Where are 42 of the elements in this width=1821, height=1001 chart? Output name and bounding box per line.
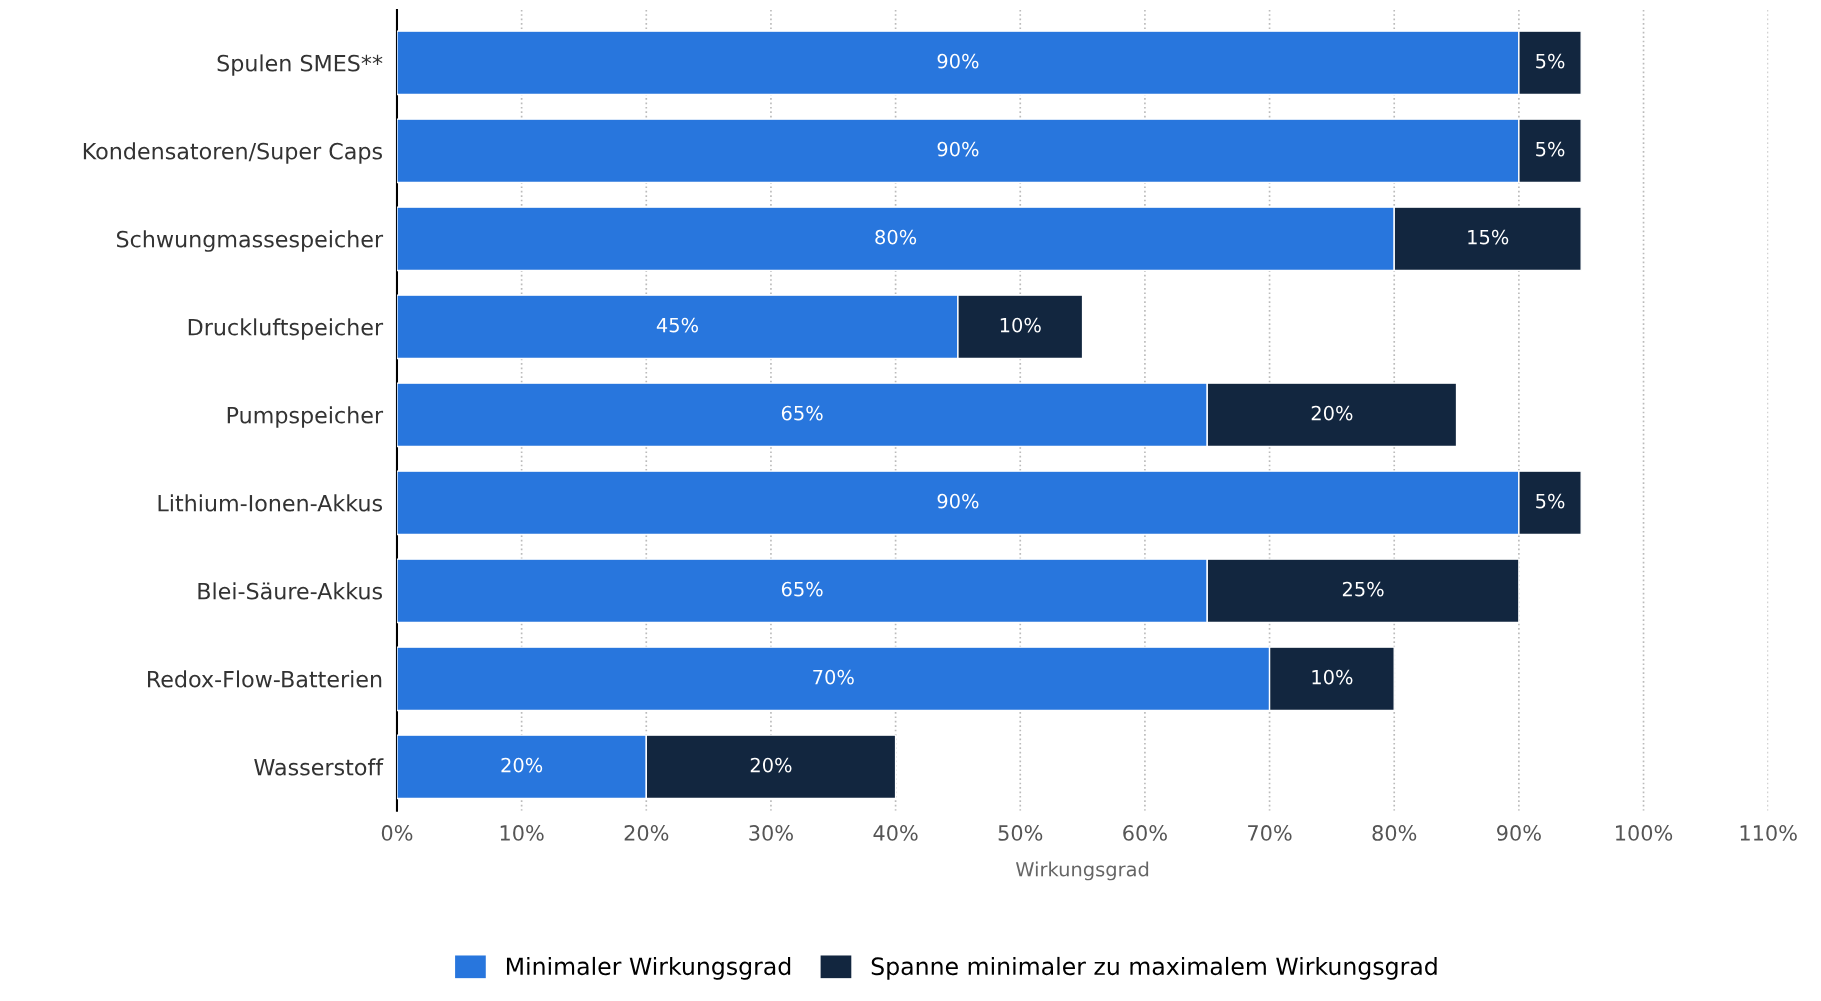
data-label: 90% — [937, 53, 979, 69]
legend-label: Spanne minimaler zu maximalem Wirkungsgrad — [871, 956, 1437, 980]
y-tick-label: Spulen SMES** — [217, 54, 383, 76]
data-label: 70% — [813, 669, 854, 685]
y-tick-label: Blei-Säure-Akkus — [198, 582, 383, 600]
data-label: 15% — [1468, 229, 1509, 245]
x-tick-label: 30% — [749, 825, 793, 841]
y-tick-label: Kondensatoren/Super Caps — [83, 142, 382, 164]
data-label: 5% — [1536, 493, 1565, 509]
x-tick-label: 40% — [873, 825, 918, 841]
y-tick-label: Redox-Flow-Batterien — [148, 670, 382, 688]
data-label: 10% — [1312, 669, 1353, 685]
x-tick-label: 90% — [1497, 825, 1541, 841]
data-label: 25% — [1342, 581, 1384, 597]
x-tick-label: 10% — [500, 825, 544, 841]
data-label: 45% — [656, 317, 698, 333]
y-tick-label: Lithium-Ionen-Akkus — [158, 494, 383, 512]
data-label: 20% — [750, 757, 792, 773]
x-tick-label: 110% — [1740, 825, 1797, 841]
y-tick-label: Pumpspeicher — [227, 406, 384, 428]
x-tick-label: 80% — [1372, 825, 1417, 841]
data-label: 20% — [1311, 405, 1353, 421]
y-tick-label: Druckluftspeicher — [188, 318, 384, 340]
data-label: 5% — [1536, 141, 1565, 157]
legend-label: Minimaler Wirkungsgrad — [506, 956, 791, 980]
x-tick-label: 50% — [998, 825, 1043, 841]
x-axis-title: Wirkungsgrad — [1015, 861, 1149, 881]
x-tick-label: 70% — [1248, 825, 1292, 841]
y-tick-label: Wasserstoff — [254, 758, 384, 776]
x-tick-label: 60% — [1123, 825, 1167, 841]
data-label: 20% — [501, 757, 543, 773]
data-label: 90% — [937, 141, 979, 157]
data-label: 90% — [937, 493, 979, 509]
data-label: 10% — [1000, 317, 1041, 333]
data-label: 5% — [1536, 53, 1565, 69]
x-tick-label: 0% — [381, 825, 413, 841]
data-label: 80% — [875, 229, 917, 245]
x-tick-label: 20% — [624, 825, 669, 841]
y-tick-label: Schwungmassespeicher — [116, 230, 384, 252]
data-label: 65% — [781, 405, 823, 421]
x-tick-label: 100% — [1616, 825, 1673, 841]
data-label: 65% — [781, 581, 823, 597]
